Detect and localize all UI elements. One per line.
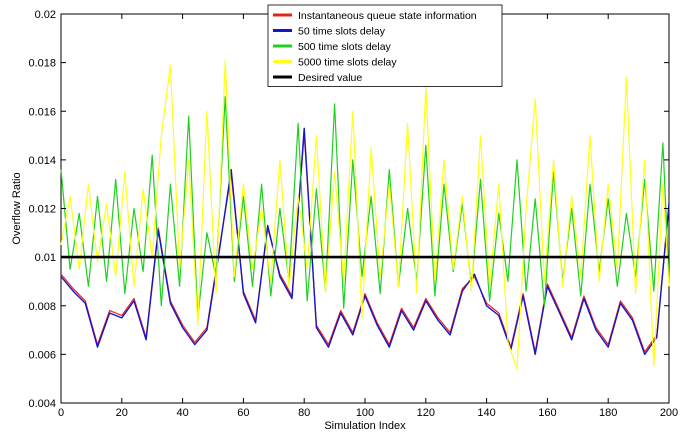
- x-tick-label: 0: [58, 407, 64, 419]
- y-tick-label: 0.012: [28, 204, 56, 216]
- legend-label-4: Desired value: [298, 72, 362, 84]
- legend-label-3: 5000 time slots delay: [298, 57, 397, 69]
- x-tick-label: 160: [538, 407, 556, 419]
- legend: Instantaneous queue state information 50 …: [267, 4, 503, 87]
- y-axis-title: Overflow Ratio: [11, 172, 23, 244]
- x-tick-label: 120: [417, 407, 435, 419]
- series-line-3: [60, 59, 670, 370]
- x-tick-label: 180: [599, 407, 617, 419]
- x-tick-label: 20: [116, 407, 128, 419]
- series-line-1: [60, 127, 670, 356]
- legend-box: [267, 4, 503, 87]
- y-tick-label: 0.004: [28, 398, 56, 410]
- x-axis-title: Simulation Index: [324, 420, 406, 432]
- x-tick-label: 60: [237, 407, 249, 419]
- legend-label-0: Instantaneous queue state information: [298, 10, 477, 22]
- legend-label-2: 500 time slots delay: [298, 41, 392, 53]
- y-tick-label: 0.014: [28, 155, 56, 167]
- legend-label-1: 50 time slots delay: [298, 26, 386, 38]
- y-tick-label: 0.018: [28, 58, 56, 70]
- y-tick-label: 0.02: [35, 9, 56, 21]
- x-tick-label: 100: [356, 407, 374, 419]
- x-tick-label: 40: [176, 407, 188, 419]
- y-tick-label: 0.008: [28, 301, 56, 313]
- axes: 0 20 40 60 80 100 120 140 160 180 200 0.004 0.006 0.0…: [28, 9, 678, 419]
- x-tick-label: 80: [298, 407, 310, 419]
- y-tick-label: 0.016: [28, 106, 56, 118]
- series-layer: [60, 59, 670, 370]
- x-tick-label: 200: [660, 407, 678, 419]
- y-tick-label: 0.01: [35, 252, 56, 264]
- y-tick-label: 0.006: [28, 349, 56, 361]
- x-tick-label: 140: [477, 407, 495, 419]
